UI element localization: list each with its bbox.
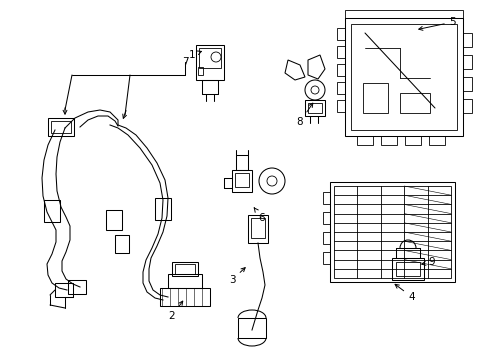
Bar — [175, 264, 195, 274]
Text: 4: 4 — [394, 284, 414, 302]
Bar — [155, 198, 171, 220]
Text: 9: 9 — [421, 257, 434, 267]
Bar — [196, 45, 224, 80]
Bar — [462, 77, 471, 91]
Bar — [356, 136, 372, 145]
Bar — [172, 262, 198, 276]
Bar — [236, 155, 247, 170]
Bar — [462, 33, 471, 47]
Bar — [323, 192, 329, 204]
Text: 7: 7 — [182, 57, 188, 67]
Text: 8: 8 — [296, 103, 312, 127]
Bar — [329, 182, 454, 282]
Text: 5: 5 — [418, 17, 455, 30]
Bar — [323, 252, 329, 264]
Bar — [404, 136, 420, 145]
Bar — [238, 318, 265, 338]
Text: 3: 3 — [228, 267, 244, 285]
Bar — [391, 258, 423, 280]
Bar — [336, 100, 345, 112]
Bar — [336, 64, 345, 76]
Bar — [160, 288, 209, 306]
Bar — [345, 18, 462, 136]
Bar — [199, 48, 221, 68]
Bar — [462, 99, 471, 113]
Bar — [198, 67, 203, 75]
Bar — [399, 93, 429, 113]
Bar — [336, 46, 345, 58]
Bar — [106, 210, 122, 230]
Text: 2: 2 — [168, 301, 183, 321]
Bar — [247, 215, 267, 243]
Bar — [336, 82, 345, 94]
Bar — [235, 173, 248, 187]
Bar — [55, 283, 73, 297]
Bar — [336, 28, 345, 40]
Bar — [48, 118, 74, 136]
Bar — [323, 232, 329, 244]
Bar — [68, 280, 86, 294]
Text: 6: 6 — [254, 208, 265, 223]
Bar — [345, 10, 462, 18]
Bar — [323, 212, 329, 224]
Bar — [462, 55, 471, 69]
Bar — [44, 200, 60, 222]
Bar — [307, 103, 321, 113]
Bar — [428, 136, 444, 145]
Bar — [51, 121, 71, 133]
Bar — [362, 83, 387, 113]
Bar — [250, 218, 264, 238]
Bar — [231, 170, 251, 192]
Bar — [333, 186, 450, 278]
Bar — [168, 274, 202, 288]
Bar — [395, 262, 419, 276]
Bar — [202, 80, 218, 94]
Bar — [380, 136, 396, 145]
Text: 1: 1 — [188, 50, 201, 60]
Bar — [305, 100, 325, 116]
Bar — [115, 235, 129, 253]
Bar — [350, 24, 456, 130]
